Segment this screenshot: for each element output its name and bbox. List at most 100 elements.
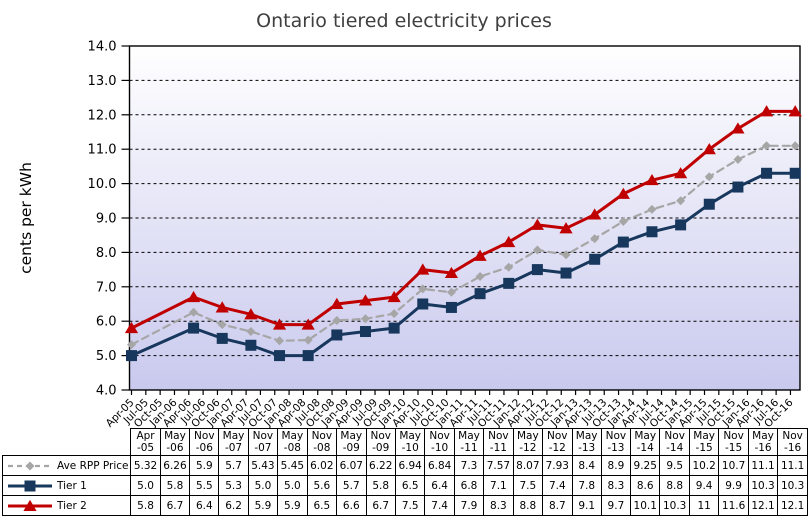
data-point-ave-rpp-price xyxy=(217,320,227,330)
value-cell: 11.1 xyxy=(747,455,779,476)
value-cell: 12.1 xyxy=(747,495,779,516)
value-cell: 7.93 xyxy=(542,455,573,476)
data-point-tier-1 xyxy=(675,219,687,231)
column-header-nov-11: Nov -11 xyxy=(483,428,514,456)
value-cell: 8.8 xyxy=(512,495,544,516)
y-tick-label: 12.0 xyxy=(88,108,117,123)
data-point-ave-rpp-price xyxy=(389,309,399,319)
data-point-ave-rpp-price xyxy=(418,284,428,294)
value-cell: 7.5 xyxy=(394,495,426,516)
data-point-ave-rpp-price xyxy=(303,335,313,345)
value-cell: 7.1 xyxy=(483,475,514,496)
data-point-ave-rpp-price xyxy=(561,250,571,260)
data-point-tier-1 xyxy=(732,181,744,193)
column-header-may-07: May -07 xyxy=(218,428,249,456)
value-cell: 6.4 xyxy=(424,475,455,496)
value-cell: 11.6 xyxy=(718,495,749,516)
table-row-tier-1: Tier 1 5.0 5.8 5.5 5.3 5.0 5.0 5.6 5.7 5.8 6.5 6.4 6… xyxy=(1,475,808,496)
column-header-may-16: May -16 xyxy=(747,428,779,456)
plot-background xyxy=(129,46,800,390)
value-cell: 6.5 xyxy=(306,495,338,516)
data-point-tier-2 xyxy=(502,235,516,248)
column-header-nov-08: Nov -08 xyxy=(306,428,338,456)
data-point-ave-rpp-price xyxy=(590,234,600,244)
legend-line-sample-ave-rpp-price xyxy=(8,461,52,470)
data-point-ave-rpp-price xyxy=(618,216,628,226)
value-cell: 7.8 xyxy=(571,475,602,496)
column-header-nov-16: Nov -16 xyxy=(777,428,808,456)
value-cell: 6.02 xyxy=(306,455,338,476)
column-header-apr-05: Apr -05 xyxy=(130,428,161,456)
value-cell: 9.25 xyxy=(629,455,661,476)
data-point-tier-2 xyxy=(186,290,201,303)
data-point-tier-2 xyxy=(416,263,430,275)
column-header-nov-07: Nov -07 xyxy=(247,428,279,456)
value-cell: 8.3 xyxy=(600,475,632,496)
table-body: Ave RPP Price 5.32 6.26 5.9 5.7 5.43 5.45 6.02 6… xyxy=(1,455,808,516)
data-point-tier-2 xyxy=(272,318,287,330)
value-cell: 6.8 xyxy=(453,475,485,496)
data-point-tier-2 xyxy=(301,318,315,330)
data-point-ave-rpp-price xyxy=(790,141,800,151)
value-cell: 9.1 xyxy=(571,495,602,516)
value-cell: 11 xyxy=(688,495,720,516)
column-header-may-09: May -09 xyxy=(336,428,367,456)
data-point-tier-2 xyxy=(759,105,774,117)
value-cell: 6.7 xyxy=(365,495,396,516)
value-cell: 5.8 xyxy=(365,475,396,496)
column-header-nov-12: Nov -12 xyxy=(542,428,573,456)
column-header-may-06: May -06 xyxy=(159,428,191,456)
data-point-ave-rpp-price xyxy=(332,316,342,326)
value-cell: 5.0 xyxy=(277,475,308,496)
value-cell: 5.0 xyxy=(130,475,161,496)
data-point-tier-1 xyxy=(789,167,801,179)
value-cell: 8.8 xyxy=(659,475,690,496)
column-header-may-11: May -11 xyxy=(453,428,485,456)
value-cell: 6.2 xyxy=(218,495,249,516)
data-point-tier-1 xyxy=(274,350,286,362)
y-tick-label: 8.0 xyxy=(96,246,117,261)
data-point-tier-1 xyxy=(531,264,543,276)
value-cell: 9.9 xyxy=(718,475,749,496)
data-point-tier-1 xyxy=(302,350,314,362)
column-header-nov-13: Nov -13 xyxy=(600,428,632,456)
value-cell: 7.57 xyxy=(483,455,514,476)
data-point-tier-2 xyxy=(731,122,745,134)
table-header-row: Apr -05 May -06 Nov -06 May -07 Nov -07 May -08 Nov -… xyxy=(2,428,808,456)
value-cell: 6.7 xyxy=(159,495,191,516)
value-cell: 8.4 xyxy=(571,455,602,476)
y-tick-label: 10.0 xyxy=(88,177,117,192)
data-point-tier-1 xyxy=(646,226,658,238)
value-cell: 6.26 xyxy=(159,455,191,476)
value-cell: 7.5 xyxy=(512,475,544,496)
data-point-tier-2 xyxy=(473,249,487,261)
data-point-tier-1 xyxy=(761,167,773,179)
value-cell: 8.7 xyxy=(542,495,573,516)
data-point-tier-1 xyxy=(617,236,629,248)
value-cell: 10.3 xyxy=(777,475,808,496)
data-point-tier-2 xyxy=(530,218,544,230)
data-point-ave-rpp-price xyxy=(446,287,456,297)
data-point-tier-1 xyxy=(503,277,515,289)
value-cell: 5.8 xyxy=(130,495,161,516)
data-point-tier-2 xyxy=(244,308,258,320)
value-cell: 10.1 xyxy=(629,495,661,516)
plot-area: 4.05.06.07.08.09.010.011.012.013.014.0Ap… xyxy=(88,40,802,428)
column-header-may-10: May -10 xyxy=(394,428,426,456)
value-cell: 7.9 xyxy=(453,495,485,516)
data-point-tier-1 xyxy=(589,253,601,265)
legend-line-sample-tier-1 xyxy=(8,480,52,491)
value-cell: 5.7 xyxy=(218,455,249,476)
data-point-ave-rpp-price xyxy=(475,271,485,281)
value-cell: 12.1 xyxy=(777,495,808,516)
line-chart: Ontario tiered electricity prices cents … xyxy=(17,10,802,428)
value-cell: 10.7 xyxy=(718,455,749,476)
data-point-tier-2 xyxy=(788,105,802,117)
data-point-tier-1 xyxy=(417,298,429,310)
column-header-nov-09: Nov -09 xyxy=(365,428,396,456)
legend-tier-1: Tier 1 xyxy=(1,475,132,496)
value-cell: 7.3 xyxy=(453,455,485,476)
data-point-tier-2 xyxy=(124,321,139,334)
data-point-tier-2 xyxy=(444,266,459,279)
data-point-ave-rpp-price xyxy=(127,340,136,350)
